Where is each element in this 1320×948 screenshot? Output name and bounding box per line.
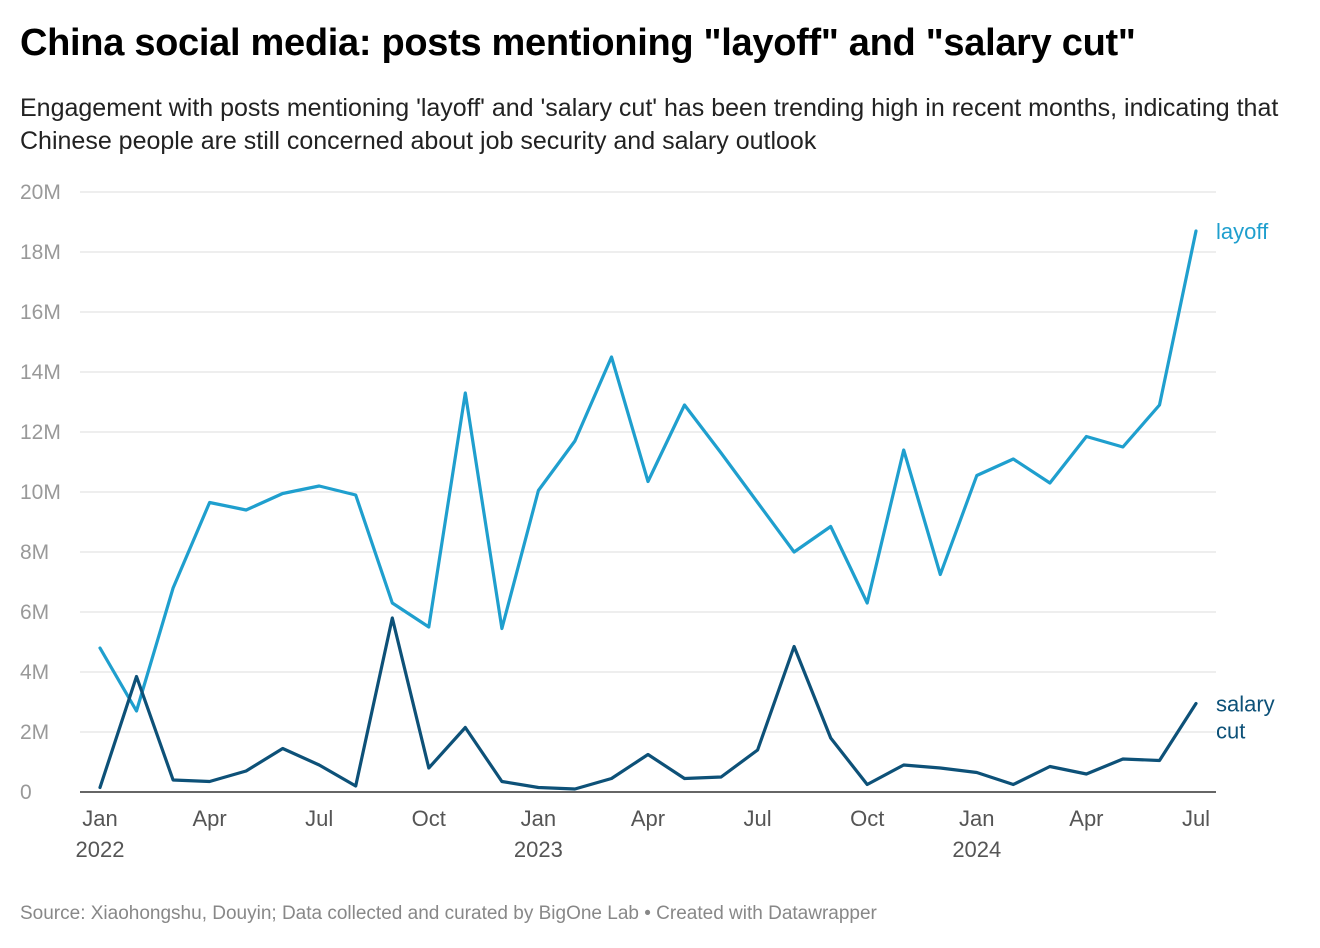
y-tick-label: 8M (20, 541, 49, 564)
x-tick-label: Jul (744, 806, 772, 831)
y-tick-label: 14M (20, 361, 61, 384)
x-tick-year: 2024 (952, 837, 1001, 862)
x-tick-label: Oct (412, 806, 446, 831)
series-lines (98, 229, 1198, 791)
x-tick-label: Apr (631, 806, 665, 831)
x-tick-label: Oct (850, 806, 884, 831)
x-axis: Jan 2022 Apr Jul Oct Jan 2023 Apr Jul Oct Jan 2024 A… (76, 806, 1211, 862)
y-tick-label: 0 (20, 781, 32, 804)
y-tick-label: 18M (20, 241, 61, 264)
series-label-salary-cut: salary cut (1216, 692, 1275, 744)
y-tick-label: 2M (20, 721, 49, 744)
x-tick-label: Jan (959, 806, 994, 831)
series-label-layoff: layoff (1216, 219, 1269, 244)
x-tick-label: Jul (305, 806, 333, 831)
x-tick-label: Apr (192, 806, 226, 831)
chart-subtitle: Engagement with posts mentioning 'layoff… (20, 94, 1279, 155)
x-tick-label: Jan (82, 806, 117, 831)
series-line-salary-cut (98, 616, 1198, 791)
x-tick-year: 2022 (76, 837, 125, 862)
x-tick-label: Jul (1182, 806, 1210, 831)
line-chart: 0 2M 4M 6M 8M 10M 12M 14M 16M 18M 20M Jan 2022 Apr Ju… (20, 181, 1275, 862)
x-tick-label: Jan (521, 806, 556, 831)
source-note: Source: Xiaohongshu, Douyin; Data collec… (20, 903, 877, 924)
y-tick-label: 16M (20, 301, 61, 324)
y-tick-label: 4M (20, 661, 49, 684)
y-tick-label: 20M (20, 181, 61, 204)
chart-title: China social media: posts mentioning "la… (20, 22, 1136, 64)
series-labels: layoff salary cut (1216, 219, 1275, 744)
x-tick-label: Apr (1069, 806, 1103, 831)
y-tick-label: 6M (20, 601, 49, 624)
y-axis: 0 2M 4M 6M 8M 10M 12M 14M 16M 18M 20M (20, 181, 61, 804)
gridlines (80, 191, 1216, 793)
series-line-layoff (98, 229, 1198, 713)
y-tick-label: 10M (20, 481, 61, 504)
y-tick-label: 12M (20, 421, 61, 444)
x-tick-year: 2023 (514, 837, 563, 862)
